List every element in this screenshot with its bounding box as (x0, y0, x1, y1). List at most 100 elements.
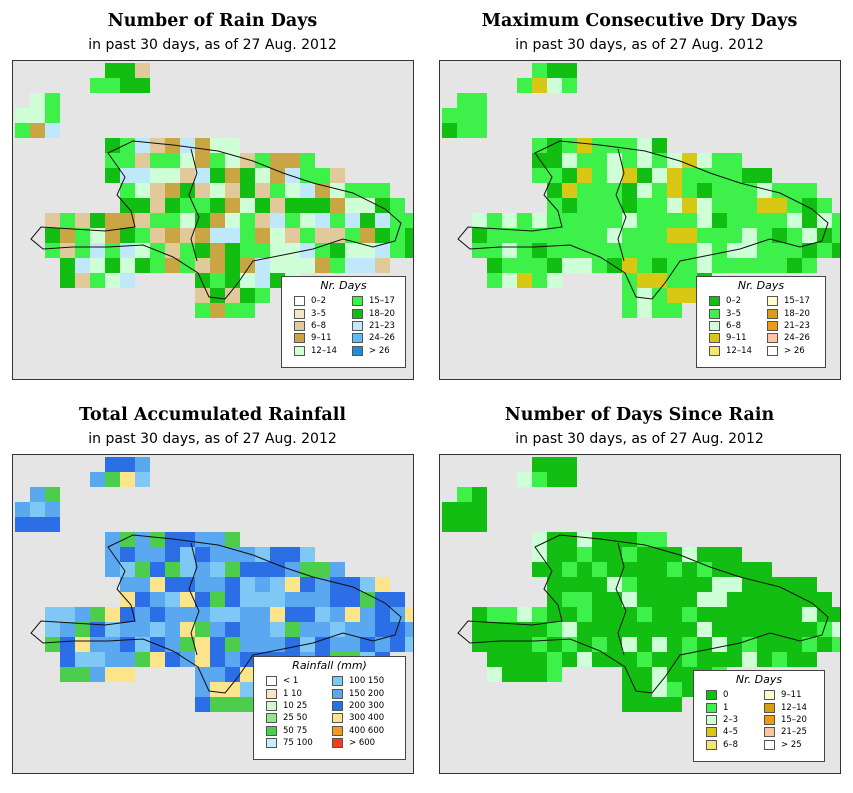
grid-cell (442, 502, 457, 517)
legend-label: 6–8 (723, 739, 739, 750)
grid-cell (622, 637, 637, 652)
grid-cell (652, 532, 667, 547)
panel-subtitle: in past 30 days, as of 27 Aug. 2012 (515, 37, 764, 53)
grid-cell (802, 607, 817, 622)
grid-cell (652, 213, 667, 228)
legend-item: 15–17 (352, 295, 395, 307)
grid-cell (120, 607, 135, 622)
grid-cell (210, 652, 225, 667)
grid-cell (165, 153, 180, 168)
grid-cell (135, 63, 150, 78)
grid-cell (15, 502, 30, 517)
grid-cell (712, 168, 727, 183)
grid-cell (270, 637, 285, 652)
grid-cell (772, 228, 787, 243)
grid-cell (300, 607, 315, 622)
grid-cell (607, 607, 622, 622)
grid-cell (682, 273, 697, 288)
grid-cell (742, 652, 757, 667)
grid-cell (487, 667, 502, 682)
grid-cell (727, 168, 742, 183)
grid-cell (757, 258, 772, 273)
grid-cell (255, 243, 270, 258)
grid-cell (772, 592, 787, 607)
legend-swatch (332, 713, 343, 724)
grid-cell (742, 562, 757, 577)
grid-cell (682, 198, 697, 213)
grid-cell (105, 168, 120, 183)
grid-cell (45, 607, 60, 622)
grid-cell (300, 258, 315, 273)
grid-cell (375, 622, 390, 637)
grid-cell (757, 652, 772, 667)
grid-cell (300, 592, 315, 607)
grid-cell (90, 637, 105, 652)
grid-cell (547, 183, 562, 198)
grid-cell (405, 622, 413, 637)
grid-cell (195, 562, 210, 577)
grid-cell (547, 78, 562, 93)
grid-cell (622, 303, 637, 318)
grid-cell (772, 243, 787, 258)
grid-cell (270, 183, 285, 198)
grid-cell (45, 637, 60, 652)
grid-cell (487, 258, 502, 273)
legend-label: 1 (723, 702, 729, 713)
grid-cell (652, 697, 667, 712)
legend-item: 9–11 (294, 332, 337, 344)
grid-cell (832, 228, 840, 243)
panel-title: Number of Rain Days (107, 11, 318, 31)
grid-cell (532, 622, 547, 637)
grid-cell (210, 228, 225, 243)
grid-cell (637, 153, 652, 168)
legend-label: 50 75 (283, 725, 308, 736)
grid-cell (592, 138, 607, 153)
legend-item: 15–20 (764, 714, 807, 726)
grid-cell (517, 607, 532, 622)
grid-cell (285, 258, 300, 273)
grid-cell (195, 303, 210, 318)
grid-cell (637, 637, 652, 652)
grid-cell (45, 243, 60, 258)
grid-cell (240, 637, 255, 652)
grid-cell (517, 652, 532, 667)
legend-label: 75 100 (283, 738, 313, 749)
grid-cell (487, 637, 502, 652)
grid-cell (165, 213, 180, 228)
grid-cell (150, 652, 165, 667)
legend-column: 0–2 3–5 6–8 9–11 12–14 (294, 295, 337, 357)
grid-cell (652, 547, 667, 562)
grid-cell (712, 243, 727, 258)
grid-cell (315, 592, 330, 607)
grid-cell (30, 108, 45, 123)
grid-cell (577, 607, 592, 622)
grid-cell (150, 258, 165, 273)
grid-cell (60, 622, 75, 637)
grid-cell (607, 562, 622, 577)
grid-cell (405, 243, 413, 258)
grid-cell (15, 517, 30, 532)
grid-cell (270, 547, 285, 562)
days-since-rain-map[interactable] (439, 454, 841, 774)
grid-cell (210, 607, 225, 622)
grid-cell (315, 168, 330, 183)
grid-cell (375, 228, 390, 243)
grid-cell (90, 607, 105, 622)
grid-cell (210, 258, 225, 273)
grid-cell (45, 517, 60, 532)
legend-item: 100 150 (332, 675, 384, 687)
grid-cell (607, 213, 622, 228)
grid-cell (832, 607, 840, 622)
legend-column: 15–17 18–20 21–23 24–26 > 26 (352, 295, 395, 357)
grid-cell (547, 592, 562, 607)
grid-cell (285, 592, 300, 607)
grid-cell (457, 517, 472, 532)
grid-cell (285, 228, 300, 243)
rain-days-map[interactable] (12, 60, 414, 380)
grid-cell (637, 532, 652, 547)
grid-cell (577, 198, 592, 213)
grid-cell (787, 213, 802, 228)
grid-cell (75, 652, 90, 667)
grid-cell (135, 547, 150, 562)
